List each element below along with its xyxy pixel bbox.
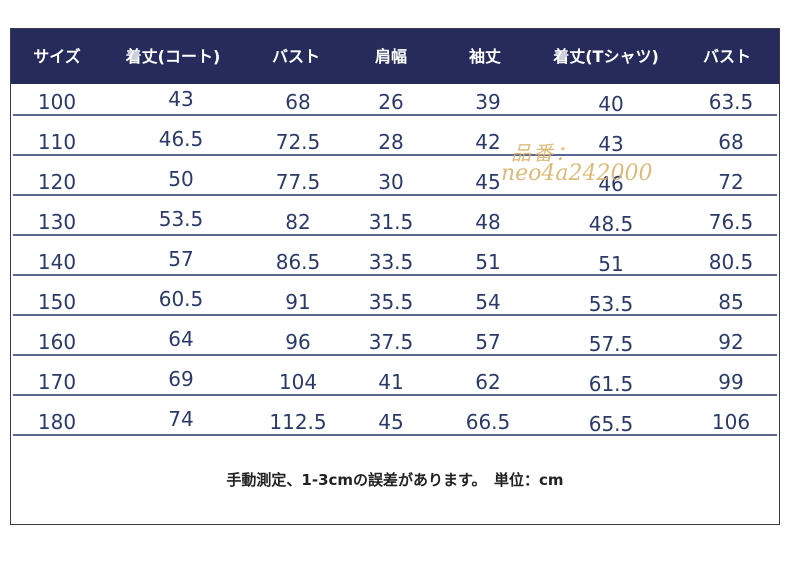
cell-coat-bust: 72.5 (275, 130, 321, 154)
table-row: 110 46.5 72.5 28 42 43 68 (11, 124, 779, 164)
cell-coat-bust: 104 (278, 370, 318, 394)
table-row: 100 43 68 26 39 40 63.5 (11, 84, 779, 124)
cell-tshirt-length: 43 (598, 132, 624, 156)
row-divider (13, 274, 777, 276)
header-tshirt-bust: バスト (702, 47, 752, 66)
cell-sleeve: 39 (475, 90, 501, 114)
cell-coat-bust: 86.5 (275, 250, 321, 274)
header-tshirt-length: 着丈(Tシャツ) (553, 47, 659, 66)
cell-tshirt-length: 57.5 (588, 332, 634, 356)
cell-shoulder: 26 (378, 90, 404, 114)
cell-shoulder: 35.5 (368, 290, 414, 314)
cell-shoulder: 30 (378, 170, 404, 194)
cell-tshirt-bust: 106 (711, 410, 751, 434)
row-divider (13, 194, 777, 196)
header-size: サイズ (33, 47, 81, 66)
cell-sleeve: 42 (475, 130, 501, 154)
cell-tshirt-bust: 85 (718, 290, 744, 314)
cell-shoulder: 41 (378, 370, 404, 394)
cell-tshirt-bust: 63.5 (708, 90, 754, 114)
cell-sleeve: 57 (475, 330, 501, 354)
table-row: 130 53.5 82 31.5 48 48.5 76.5 (11, 204, 779, 244)
cell-coat-length: 57 (168, 247, 194, 271)
cell-shoulder: 37.5 (368, 330, 414, 354)
table-row: 160 64 96 37.5 57 57.5 92 (11, 324, 779, 364)
cell-sleeve: 66.5 (465, 410, 511, 434)
table-header: サイズ 着丈(コート) バスト 肩幅 袖丈 着丈(Tシャツ) バスト (11, 29, 779, 84)
header-shoulder: 肩幅 (374, 47, 408, 66)
cell-tshirt-bust: 72 (718, 170, 744, 194)
cell-size: 130 (37, 210, 77, 234)
cell-coat-length: 69 (168, 367, 194, 391)
cell-coat-length: 53.5 (158, 207, 204, 231)
row-divider (13, 114, 777, 116)
cell-shoulder: 28 (378, 130, 404, 154)
cell-size: 120 (37, 170, 77, 194)
cell-size: 170 (37, 370, 77, 394)
row-divider (13, 234, 777, 236)
cell-coat-length: 43 (168, 87, 194, 111)
size-chart: サイズ 着丈(コート) バスト 肩幅 袖丈 着丈(Tシャツ) バスト 100 43… (10, 28, 780, 525)
cell-tshirt-length: 51 (598, 252, 624, 276)
header-sleeve: 袖丈 (468, 47, 502, 66)
cell-sleeve: 48 (475, 210, 501, 234)
cell-tshirt-length: 46 (598, 172, 624, 196)
cell-tshirt-length: 61.5 (588, 372, 634, 396)
cell-coat-bust: 82 (285, 210, 311, 234)
table-row: 170 69 104 41 62 61.5 99 (11, 364, 779, 404)
row-divider (13, 354, 777, 356)
cell-tshirt-length: 53.5 (588, 292, 634, 316)
measurement-note: 手動測定、1-3cmの誤差があります。 単位：cm (226, 471, 564, 489)
cell-shoulder: 33.5 (368, 250, 414, 274)
cell-size: 150 (37, 290, 77, 314)
cell-sleeve: 54 (475, 290, 501, 314)
cell-coat-bust: 112.5 (269, 410, 327, 434)
cell-coat-bust: 68 (285, 90, 311, 114)
cell-sleeve: 51 (475, 250, 501, 274)
cell-sleeve: 62 (475, 370, 501, 394)
cell-coat-bust: 77.5 (275, 170, 321, 194)
table-row: 120 50 77.5 30 45 46 72 (11, 164, 779, 204)
cell-tshirt-length: 65.5 (588, 412, 634, 436)
cell-sleeve: 45 (475, 170, 501, 194)
cell-shoulder: 31.5 (368, 210, 414, 234)
row-divider (13, 434, 777, 436)
cell-coat-bust: 91 (285, 290, 311, 314)
table-row: 140 57 86.5 33.5 51 51 80.5 (11, 244, 779, 284)
table-row: 180 74 112.5 45 66.5 65.5 106 (11, 404, 779, 444)
cell-coat-length: 74 (168, 407, 194, 431)
row-divider (13, 394, 777, 396)
cell-size: 110 (37, 130, 77, 154)
cell-coat-length: 46.5 (158, 127, 204, 151)
header-coat-length: 着丈(コート) (125, 47, 221, 66)
cell-size: 160 (37, 330, 77, 354)
row-divider (13, 314, 777, 316)
cell-tshirt-length: 40 (598, 92, 624, 116)
cell-tshirt-bust: 99 (718, 370, 744, 394)
cell-tshirt-bust: 92 (718, 330, 744, 354)
row-divider (13, 154, 777, 156)
cell-tshirt-bust: 80.5 (708, 250, 754, 274)
header-coat-bust: バスト (271, 47, 321, 66)
cell-tshirt-bust: 76.5 (708, 210, 754, 234)
cell-tshirt-bust: 68 (718, 130, 744, 154)
cell-shoulder: 45 (378, 410, 404, 434)
cell-size: 140 (37, 250, 77, 274)
cell-size: 100 (37, 90, 77, 114)
cell-coat-length: 64 (168, 327, 194, 351)
cell-tshirt-length: 48.5 (588, 212, 634, 236)
cell-coat-length: 50 (168, 167, 194, 191)
cell-coat-length: 60.5 (158, 287, 204, 311)
cell-coat-bust: 96 (285, 330, 311, 354)
table-row: 150 60.5 91 35.5 54 53.5 85 (11, 284, 779, 324)
cell-size: 180 (37, 410, 77, 434)
